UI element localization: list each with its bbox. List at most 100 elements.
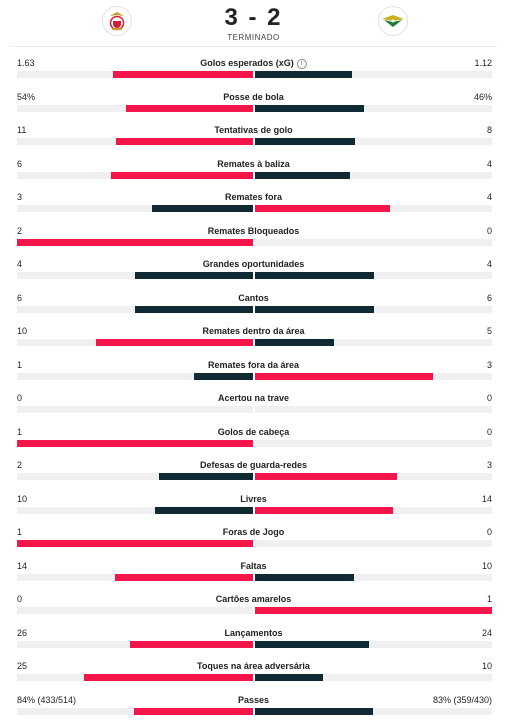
away-stat-bar [255, 372, 433, 380]
stat-label: Remates Bloqueados [110, 225, 397, 237]
stat-row: 1 Golos de cabeça 0 [0, 426, 507, 456]
home-stat-track [17, 205, 253, 212]
away-stat-bar [255, 674, 323, 681]
stat-label-text: Faltas [240, 560, 267, 571]
away-team-crest[interactable] [378, 6, 408, 36]
away-stat-value: 10 [481, 661, 492, 671]
away-stat-value: 10 [481, 560, 492, 571]
home-stat-value: 25 [17, 661, 28, 671]
home-stat-bar [154, 506, 253, 514]
home-team-crest[interactable] [102, 6, 132, 36]
home-stat-value: 11 [17, 125, 27, 135]
away-stat-track [255, 171, 492, 179]
home-stat-bar [115, 573, 253, 581]
stat-row: 11 Tentativas de golo 8 [0, 124, 507, 154]
estoril-crest-icon [382, 15, 404, 27]
away-stat-track [255, 272, 492, 279]
away-stat-value: 1.12 [474, 58, 492, 68]
away-stat-track [255, 640, 492, 648]
stat-row: 2 Defesas de guarda-redes 3 [0, 459, 507, 489]
home-stat-value: 0 [17, 393, 23, 403]
home-stat-track [17, 540, 253, 547]
home-stat-value: 54% [17, 91, 36, 102]
stat-label: Tentativas de golo [110, 124, 397, 136]
home-stat-bar [135, 305, 253, 313]
away-stat-bar [255, 138, 355, 145]
stat-label: Livres [110, 493, 397, 505]
home-stat-track [17, 104, 253, 112]
away-stat-value: 0 [486, 527, 492, 537]
stat-row: 25 Toques na área adversária 10 [0, 660, 507, 690]
home-stat-value: 14 [17, 560, 28, 571]
home-stat-value: 1 [17, 359, 23, 370]
home-stat-track [17, 607, 253, 614]
away-stat-track [255, 540, 492, 547]
stat-row: 1 Remates fora da área 3 [0, 359, 507, 389]
home-stat-track [17, 305, 253, 313]
away-stat-bar [255, 473, 398, 480]
stat-label: Acertou na trave [110, 392, 397, 404]
away-stat-value: 0 [486, 393, 492, 403]
stat-label-text: Livres [240, 493, 267, 504]
home-stat-track [17, 707, 253, 715]
stat-label-text: Remates fora [224, 192, 283, 202]
stat-label: Remates à baliza [110, 158, 397, 170]
home-stat-bar [135, 272, 253, 279]
stat-label: Lançamentos [110, 627, 397, 639]
match-header: 3 - 2 TERMINADO [0, 0, 507, 46]
away-stat-track [255, 573, 492, 581]
away-stat-value: 0 [486, 225, 492, 236]
stat-label-text: Posse de bola [223, 91, 284, 102]
away-stat-bar [255, 171, 350, 179]
stat-label-text: Golos de cabeça [217, 426, 290, 437]
home-stat-value: 6 [17, 292, 23, 303]
stat-label-text: Defesas de guarda-redes [199, 460, 308, 470]
home-stat-bar [194, 372, 253, 380]
info-icon[interactable]: i [296, 58, 307, 69]
stat-label: Cartões amarelos [110, 593, 397, 605]
away-stat-value: 24 [481, 627, 492, 638]
stat-row: 0 Acertou na trave 0 [0, 392, 507, 422]
away-stat-value: 4 [486, 158, 492, 169]
home-stat-value: 26 [17, 627, 28, 638]
home-stat-bar [113, 71, 253, 78]
home-stat-value: 2 [17, 225, 23, 236]
away-stat-value: 14 [481, 493, 492, 504]
home-stat-bar [125, 104, 253, 112]
away-stat-value: 8 [486, 125, 492, 135]
away-stat-value: 83% (359/430) [432, 694, 492, 705]
away-stat-value: 1 [486, 594, 492, 604]
home-stat-value: 1 [17, 426, 23, 437]
home-stat-bar [134, 707, 253, 715]
away-stat-value: 4 [486, 259, 492, 269]
stat-label-text: Foras de Jogo [222, 527, 285, 537]
stat-row: 54% Posse de bola 46% [0, 91, 507, 121]
home-stat-track [17, 138, 253, 145]
stat-label-text: Remates Bloqueados [207, 225, 300, 236]
away-stat-value: 5 [486, 326, 492, 336]
away-stat-bar [255, 506, 394, 514]
stat-label: Faltas [110, 560, 397, 572]
stat-label: Toques na área adversária [110, 660, 397, 672]
away-stat-track [255, 707, 492, 715]
home-stat-track [17, 372, 253, 380]
away-stat-value: 46% [473, 91, 492, 102]
stat-row: 4 Grandes oportunidades 4 [0, 258, 507, 288]
home-stat-bar [116, 138, 253, 145]
match-score: 3 - 2 [224, 4, 283, 31]
stat-label-text: Lançamentos [224, 627, 283, 638]
away-stat-value: 6 [486, 292, 492, 303]
away-stat-bar [255, 71, 352, 78]
away-stat-track [255, 506, 492, 514]
away-stat-value: 3 [486, 460, 492, 470]
away-stat-bar [255, 640, 369, 648]
away-stat-bar [255, 573, 354, 581]
away-stat-bar [255, 607, 492, 614]
benfica-crest-icon [109, 12, 125, 31]
stat-row: 6 Remates à baliza 4 [0, 158, 507, 188]
home-stat-bar [17, 540, 253, 547]
stat-label-text: Remates dentro da área [202, 326, 305, 336]
away-stat-track [255, 406, 492, 413]
stat-label-text: Cartões amarelos [215, 594, 292, 604]
match-status: TERMINADO [227, 33, 280, 42]
